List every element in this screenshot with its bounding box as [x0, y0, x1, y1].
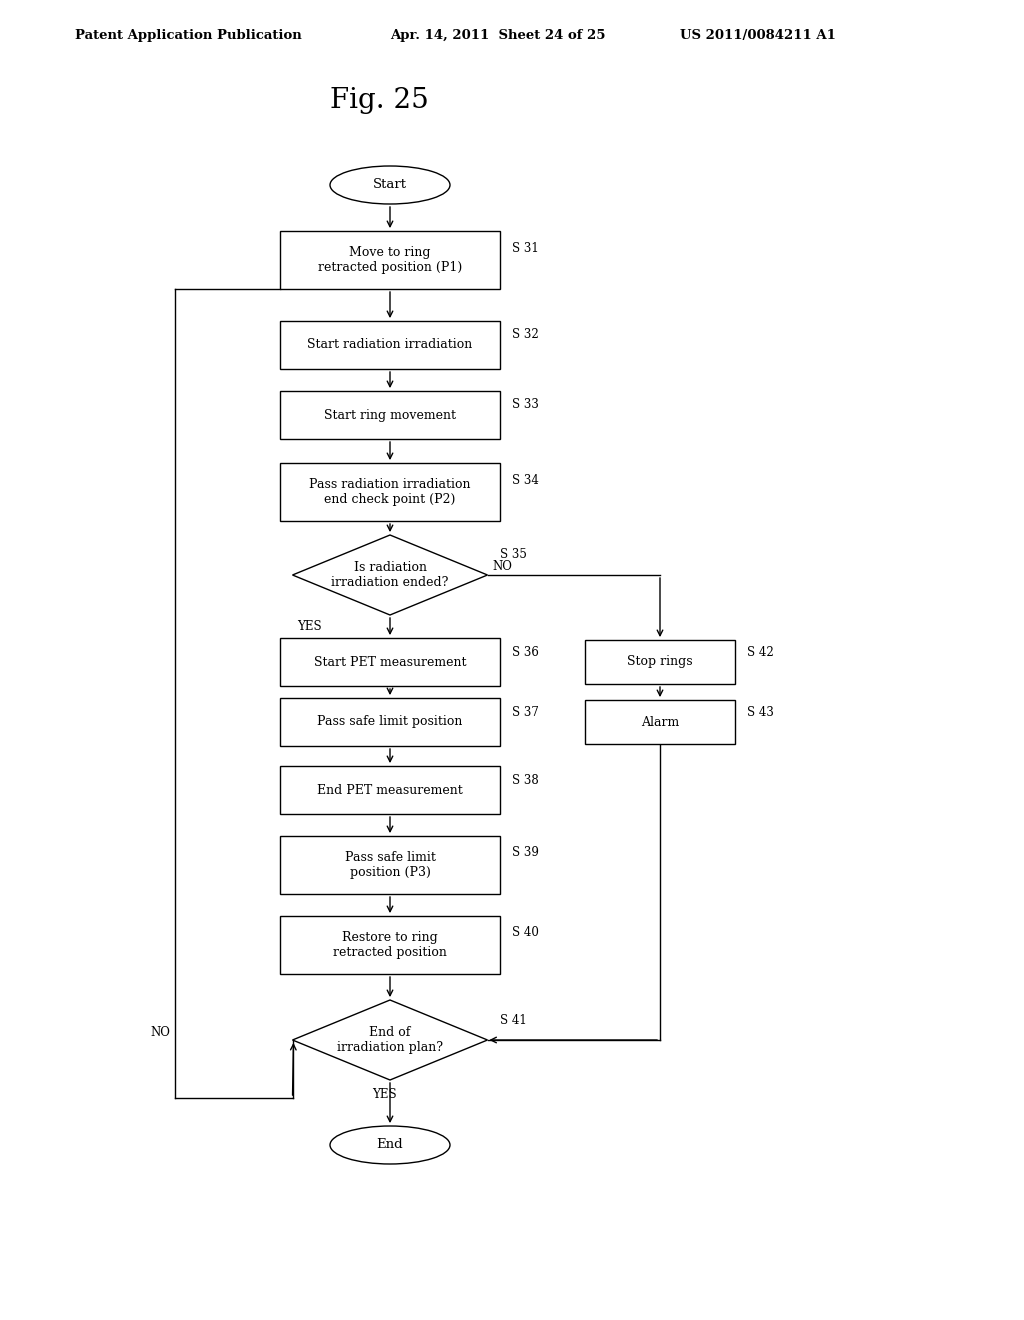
Text: S 37: S 37 [512, 705, 539, 718]
Bar [280, 836, 500, 894]
Text: US 2011/0084211 A1: US 2011/0084211 A1 [680, 29, 836, 41]
Text: Patent Application Publication: Patent Application Publication [75, 29, 302, 41]
Text: S 35: S 35 [500, 549, 526, 561]
Ellipse shape [330, 1126, 450, 1164]
Text: S 41: S 41 [500, 1014, 526, 1027]
Polygon shape [293, 1001, 487, 1080]
Text: Restore to ring
retracted position: Restore to ring retracted position [333, 931, 446, 960]
Bar [280, 321, 500, 370]
Text: S 42: S 42 [746, 645, 774, 659]
Text: End: End [377, 1138, 403, 1151]
Text: Start ring movement: Start ring movement [324, 408, 456, 421]
Text: S 43: S 43 [746, 705, 774, 718]
Text: Start radiation irradiation: Start radiation irradiation [307, 338, 473, 351]
Text: Apr. 14, 2011  Sheet 24 of 25: Apr. 14, 2011 Sheet 24 of 25 [390, 29, 605, 41]
Bar [280, 916, 500, 974]
Ellipse shape [330, 166, 450, 205]
Bar [280, 231, 500, 289]
Bar [585, 640, 735, 684]
Polygon shape [293, 535, 487, 615]
Text: Alarm: Alarm [641, 715, 679, 729]
Text: S 40: S 40 [512, 927, 539, 940]
Text: End of
irradiation plan?: End of irradiation plan? [337, 1026, 443, 1053]
Bar [585, 700, 735, 744]
Text: NO: NO [493, 561, 512, 573]
Bar [280, 463, 500, 521]
Text: Start PET measurement: Start PET measurement [313, 656, 466, 668]
Text: S 34: S 34 [512, 474, 539, 487]
Bar [280, 638, 500, 686]
Text: S 31: S 31 [512, 242, 539, 255]
Bar [280, 391, 500, 440]
Text: Pass safe limit
position (P3): Pass safe limit position (P3) [344, 851, 435, 879]
Text: YES: YES [372, 1088, 396, 1101]
Bar [280, 766, 500, 814]
Bar [280, 698, 500, 746]
Text: S 36: S 36 [512, 645, 539, 659]
Text: S 38: S 38 [512, 774, 539, 787]
Text: Pass radiation irradiation
end check point (P2): Pass radiation irradiation end check poi… [309, 478, 471, 506]
Text: NO: NO [151, 1026, 170, 1039]
Text: Pass safe limit position: Pass safe limit position [317, 715, 463, 729]
Text: S 39: S 39 [512, 846, 539, 859]
Text: YES: YES [298, 620, 323, 634]
Text: Stop rings: Stop rings [627, 656, 693, 668]
Text: Move to ring
retracted position (P1): Move to ring retracted position (P1) [317, 246, 462, 275]
Text: Fig. 25: Fig. 25 [330, 87, 429, 114]
Text: S 32: S 32 [512, 329, 539, 342]
Text: S 33: S 33 [512, 399, 539, 412]
Text: Start: Start [373, 178, 407, 191]
Text: Is radiation
irradiation ended?: Is radiation irradiation ended? [332, 561, 449, 589]
Text: End PET measurement: End PET measurement [317, 784, 463, 796]
